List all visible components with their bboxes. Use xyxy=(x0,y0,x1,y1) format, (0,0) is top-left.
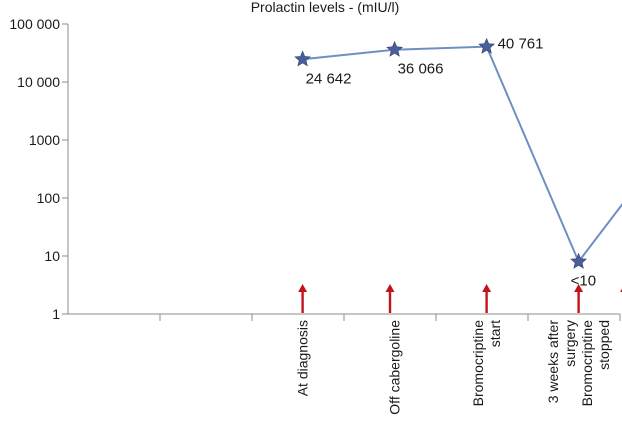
event-arrow xyxy=(482,284,492,313)
event-arrow-head xyxy=(482,284,492,292)
y-tick-label: 100 000 xyxy=(9,16,60,32)
x-category-label-line: Bromocriptine xyxy=(470,320,486,407)
data-label: 36 066 xyxy=(398,61,444,78)
y-axis-ticks: 1 10 100 1000 10 000 100 000 xyxy=(9,16,68,322)
data-label: 40 761 xyxy=(498,36,544,53)
event-arrow xyxy=(298,284,308,313)
x-category-label-line: Off cabergoline xyxy=(387,320,403,415)
data-point-marker xyxy=(478,37,495,54)
event-arrow xyxy=(385,284,395,313)
x-category-label: Off cabergoline xyxy=(387,320,403,415)
event-arrow-head xyxy=(574,284,584,292)
data-label: <10 xyxy=(571,273,596,290)
event-arrow-head xyxy=(298,284,308,292)
event-arrow-head xyxy=(385,284,395,292)
x-category-label-line: 3 weeks after xyxy=(545,320,561,404)
y-tick-label: 1 xyxy=(52,306,60,322)
series xyxy=(294,37,622,269)
x-category-label: At diagnosis xyxy=(295,320,311,396)
chart-title: Prolactin levels - (mIU/l) xyxy=(251,0,400,15)
x-category-label-line: start xyxy=(487,320,503,347)
axes xyxy=(67,24,620,315)
x-category-label-line: stopped xyxy=(596,320,612,370)
data-point-marker xyxy=(386,40,403,57)
x-category-label: Bromocriptine start xyxy=(470,320,503,407)
y-tick-label: 100 xyxy=(37,190,61,206)
x-axis-categories: At diagnosis Off cabergoline Bromocriptine… xyxy=(159,314,621,415)
series-line xyxy=(302,45,622,264)
event-arrow xyxy=(574,284,584,313)
x-category-label-line: At diagnosis xyxy=(295,320,311,396)
data-point-marker xyxy=(294,50,311,67)
y-tick-label: 1000 xyxy=(29,132,60,148)
x-category-label-line: Bromocriptine xyxy=(579,320,595,407)
data-point-marker xyxy=(570,252,587,269)
x-category-label: 3 weeks after surgery Bromocriptine stopped xyxy=(545,320,612,407)
x-category-label-line: surgery xyxy=(562,320,578,367)
y-tick-label: 10 xyxy=(44,248,60,264)
y-tick-label: 10 000 xyxy=(17,74,60,90)
data-label: 24 642 xyxy=(306,70,352,87)
